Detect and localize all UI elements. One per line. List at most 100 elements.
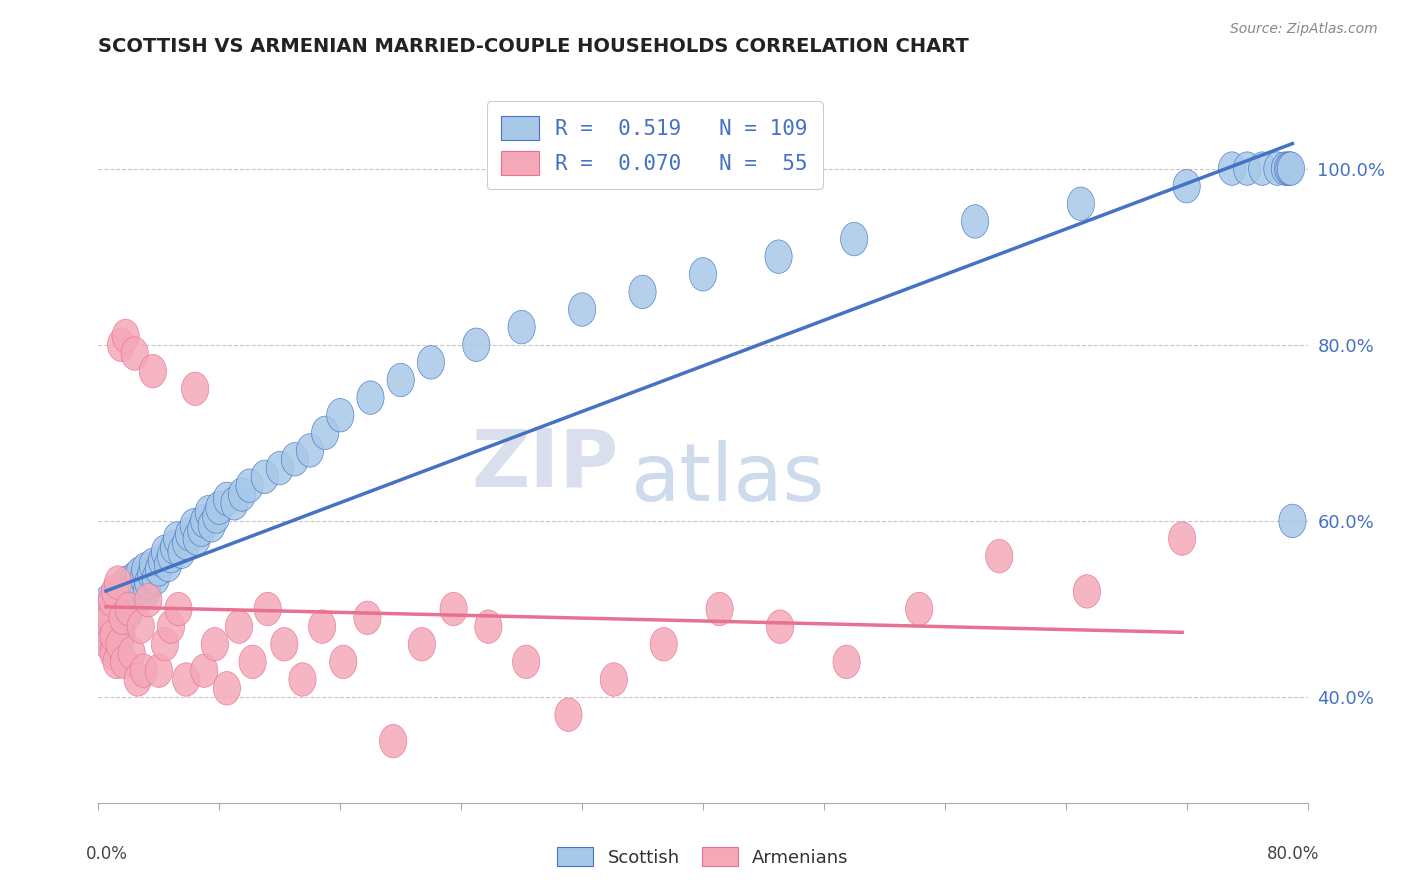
Ellipse shape: [1233, 152, 1261, 186]
Ellipse shape: [354, 601, 381, 634]
Ellipse shape: [121, 337, 148, 370]
Ellipse shape: [214, 483, 240, 516]
Text: 0.0%: 0.0%: [86, 845, 128, 863]
Ellipse shape: [107, 328, 135, 361]
Ellipse shape: [173, 526, 200, 559]
Ellipse shape: [103, 645, 131, 679]
Ellipse shape: [93, 592, 120, 626]
Text: 80.0%: 80.0%: [1267, 845, 1320, 863]
Ellipse shape: [124, 663, 152, 697]
Ellipse shape: [100, 619, 127, 652]
Ellipse shape: [118, 588, 145, 622]
Ellipse shape: [104, 617, 132, 650]
Ellipse shape: [97, 624, 124, 657]
Ellipse shape: [201, 627, 228, 661]
Ellipse shape: [167, 535, 195, 568]
Ellipse shape: [986, 540, 1012, 573]
Ellipse shape: [120, 570, 146, 604]
Ellipse shape: [254, 592, 281, 626]
Ellipse shape: [225, 610, 253, 643]
Ellipse shape: [139, 354, 166, 388]
Ellipse shape: [96, 601, 122, 634]
Ellipse shape: [104, 566, 132, 599]
Ellipse shape: [93, 610, 120, 643]
Ellipse shape: [408, 627, 436, 661]
Ellipse shape: [100, 619, 127, 652]
Ellipse shape: [181, 372, 208, 406]
Ellipse shape: [214, 672, 240, 705]
Ellipse shape: [326, 399, 354, 432]
Ellipse shape: [105, 605, 134, 638]
Ellipse shape: [183, 522, 211, 556]
Ellipse shape: [111, 579, 138, 613]
Ellipse shape: [132, 553, 159, 586]
Ellipse shape: [94, 592, 121, 626]
Ellipse shape: [628, 275, 657, 309]
Ellipse shape: [157, 610, 184, 643]
Ellipse shape: [93, 615, 120, 648]
Ellipse shape: [191, 504, 218, 538]
Ellipse shape: [134, 574, 160, 608]
Ellipse shape: [121, 561, 148, 595]
Ellipse shape: [463, 328, 489, 361]
Ellipse shape: [98, 583, 125, 617]
Ellipse shape: [202, 500, 231, 533]
Ellipse shape: [239, 645, 266, 679]
Ellipse shape: [832, 645, 860, 679]
Ellipse shape: [475, 610, 502, 643]
Ellipse shape: [650, 627, 678, 661]
Ellipse shape: [97, 601, 124, 634]
Ellipse shape: [115, 597, 142, 630]
Ellipse shape: [195, 495, 222, 529]
Ellipse shape: [122, 574, 150, 608]
Ellipse shape: [110, 601, 136, 634]
Ellipse shape: [508, 310, 536, 344]
Legend: R =  0.519   N = 109, R =  0.070   N =  55: R = 0.519 N = 109, R = 0.070 N = 55: [486, 102, 823, 189]
Ellipse shape: [101, 574, 129, 608]
Ellipse shape: [107, 602, 135, 635]
Ellipse shape: [187, 513, 215, 547]
Ellipse shape: [568, 293, 596, 326]
Ellipse shape: [765, 240, 792, 274]
Ellipse shape: [104, 626, 132, 659]
Ellipse shape: [103, 603, 131, 636]
Text: atlas: atlas: [630, 440, 825, 517]
Ellipse shape: [157, 540, 184, 573]
Ellipse shape: [766, 610, 793, 643]
Ellipse shape: [139, 549, 166, 582]
Ellipse shape: [125, 557, 153, 591]
Ellipse shape: [111, 588, 138, 622]
Ellipse shape: [110, 574, 136, 608]
Legend: Scottish, Armenians: Scottish, Armenians: [550, 840, 856, 874]
Ellipse shape: [110, 583, 136, 617]
Ellipse shape: [1274, 152, 1302, 186]
Ellipse shape: [98, 597, 125, 630]
Ellipse shape: [127, 579, 155, 613]
Ellipse shape: [100, 636, 127, 670]
Ellipse shape: [155, 549, 181, 582]
Ellipse shape: [105, 623, 134, 656]
Ellipse shape: [112, 583, 139, 617]
Ellipse shape: [105, 627, 134, 661]
Ellipse shape: [105, 614, 134, 647]
Ellipse shape: [145, 654, 173, 688]
Text: SCOTTISH VS ARMENIAN MARRIED-COUPLE HOUSEHOLDS CORRELATION CHART: SCOTTISH VS ARMENIAN MARRIED-COUPLE HOUS…: [98, 37, 969, 56]
Ellipse shape: [101, 632, 129, 665]
Ellipse shape: [115, 592, 142, 626]
Ellipse shape: [600, 663, 627, 697]
Ellipse shape: [124, 566, 152, 599]
Ellipse shape: [100, 627, 127, 661]
Ellipse shape: [129, 570, 156, 604]
Ellipse shape: [191, 654, 218, 688]
Ellipse shape: [114, 566, 141, 599]
Ellipse shape: [138, 557, 165, 591]
Ellipse shape: [135, 583, 162, 617]
Ellipse shape: [205, 491, 233, 524]
Ellipse shape: [281, 442, 308, 476]
Ellipse shape: [841, 222, 868, 256]
Ellipse shape: [962, 204, 988, 238]
Ellipse shape: [1278, 152, 1305, 186]
Ellipse shape: [118, 579, 145, 613]
Ellipse shape: [252, 460, 278, 493]
Ellipse shape: [112, 319, 139, 352]
